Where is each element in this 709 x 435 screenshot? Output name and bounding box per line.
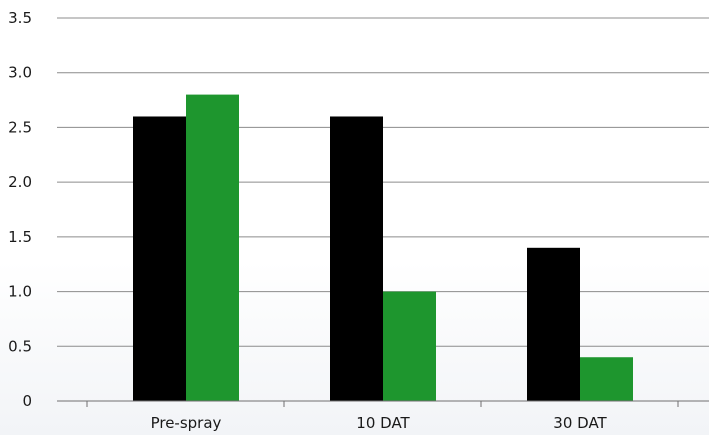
y-axis-tick-labels: 0 0.5 1.0 1.5 2.0 2.5 3.0 3.5 <box>8 9 32 410</box>
bar-30-dat-series-1 <box>527 247 580 401</box>
y-tick-label: 3.0 <box>8 64 32 82</box>
x-category-label: Pre-spray <box>151 414 222 432</box>
y-tick-label: 1.5 <box>8 228 32 246</box>
y-tick-label: 2.0 <box>8 173 32 191</box>
x-axis <box>57 400 709 407</box>
bar-30-dat-series-2 <box>580 357 633 401</box>
x-category-label: 30 DAT <box>553 414 607 432</box>
y-tick-label: 2.5 <box>8 118 32 136</box>
bar-pre-spray-series-2 <box>186 94 239 401</box>
y-tick-label: 0.5 <box>8 337 32 355</box>
bar-10-dat-series-1 <box>330 116 383 401</box>
x-category-label: 10 DAT <box>356 414 410 432</box>
y-tick-label: 3.5 <box>8 9 32 27</box>
bar-pre-spray-series-1 <box>133 116 186 401</box>
bars <box>133 94 633 401</box>
y-tick-label: 0 <box>22 392 32 410</box>
y-tick-label: 1.0 <box>8 283 32 301</box>
bar-10-dat-series-2 <box>383 291 436 401</box>
x-axis-category-labels: Pre-spray 10 DAT 30 DAT <box>151 414 608 432</box>
